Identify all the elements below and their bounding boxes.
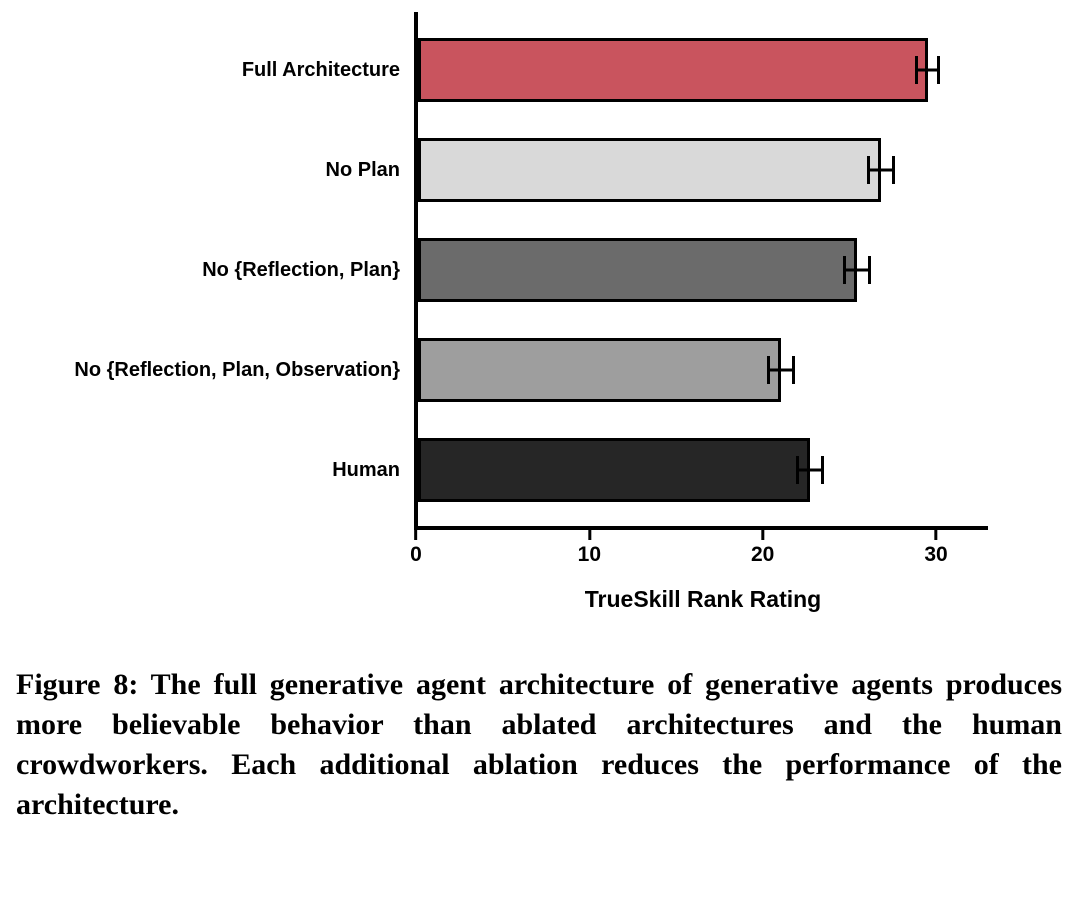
x-tick: 20 (751, 530, 774, 567)
bar-chart: Full Architecture No Plan No {Reflection, … (0, 12, 1080, 530)
error-bar-line (766, 368, 795, 372)
bar-label: No Plan (325, 159, 400, 181)
error-bar-line (796, 468, 824, 472)
x-tick-mark (414, 530, 418, 540)
x-axis-title: TrueSkill Rank Rating (584, 586, 822, 612)
error-bar-cap (796, 456, 800, 484)
error-bar-cap (791, 356, 795, 384)
bar-label-row: No {Reflection, Plan, Observation} (0, 320, 414, 420)
error-bar-cap (936, 56, 940, 84)
x-tick-label: 0 (410, 543, 422, 566)
error-bar (796, 456, 824, 484)
error-bar-cap (820, 456, 824, 484)
plot-area (414, 12, 988, 530)
error-bar (842, 256, 871, 284)
error-bar-cap (915, 56, 919, 84)
bar-label: Human (332, 459, 400, 481)
error-bar (766, 356, 795, 384)
bar-label: No {Reflection, Plan} (202, 259, 400, 281)
x-tick: 0 (410, 530, 422, 567)
bar-label-row: Human (0, 420, 414, 520)
bar (418, 338, 781, 402)
bar-row (418, 420, 988, 520)
bar-label-row: No {Reflection, Plan} (0, 220, 414, 320)
bar-label: No {Reflection, Plan, Observation} (74, 359, 400, 381)
bar-row (418, 320, 988, 420)
bar-label: Full Architecture (241, 59, 400, 81)
x-axis: 0 10 20 30 (410, 530, 988, 572)
bar-row (418, 20, 988, 120)
x-tick-label: 20 (750, 543, 775, 566)
x-tick-mark (587, 530, 591, 540)
error-bar-line (842, 268, 871, 272)
bar-row (418, 120, 988, 220)
figure-8: Full Architecture No Plan No {Reflection, … (0, 12, 1080, 821)
figure-caption: Figure 8: The full generative agent arch… (16, 668, 1062, 821)
bar-label-row: No Plan (0, 120, 414, 220)
bar (418, 238, 857, 302)
error-bar-cap (867, 156, 871, 184)
x-tick-label: 30 (924, 543, 948, 566)
error-bar-cap (766, 356, 770, 384)
x-tick-mark (761, 530, 765, 540)
bar (418, 438, 811, 502)
bar-row (418, 220, 988, 320)
error-bar-cap (867, 256, 871, 284)
x-tick-label: 10 (577, 543, 602, 566)
bar (418, 138, 881, 202)
x-axis-title-row: TrueSkill Rank Rating (418, 586, 988, 613)
x-tick-mark (934, 530, 938, 540)
bar (418, 38, 928, 102)
error-bar (915, 56, 940, 84)
error-bar-line (915, 68, 940, 72)
error-bar-line (867, 168, 895, 172)
x-tick: 30 (924, 530, 948, 567)
error-bar-cap (842, 256, 846, 284)
x-tick: 10 (578, 530, 601, 567)
bar-label-row: Full Architecture (0, 20, 414, 120)
error-bar (867, 156, 895, 184)
error-bar-cap (891, 156, 895, 184)
y-axis-labels: Full Architecture No Plan No {Reflection, … (0, 12, 414, 530)
